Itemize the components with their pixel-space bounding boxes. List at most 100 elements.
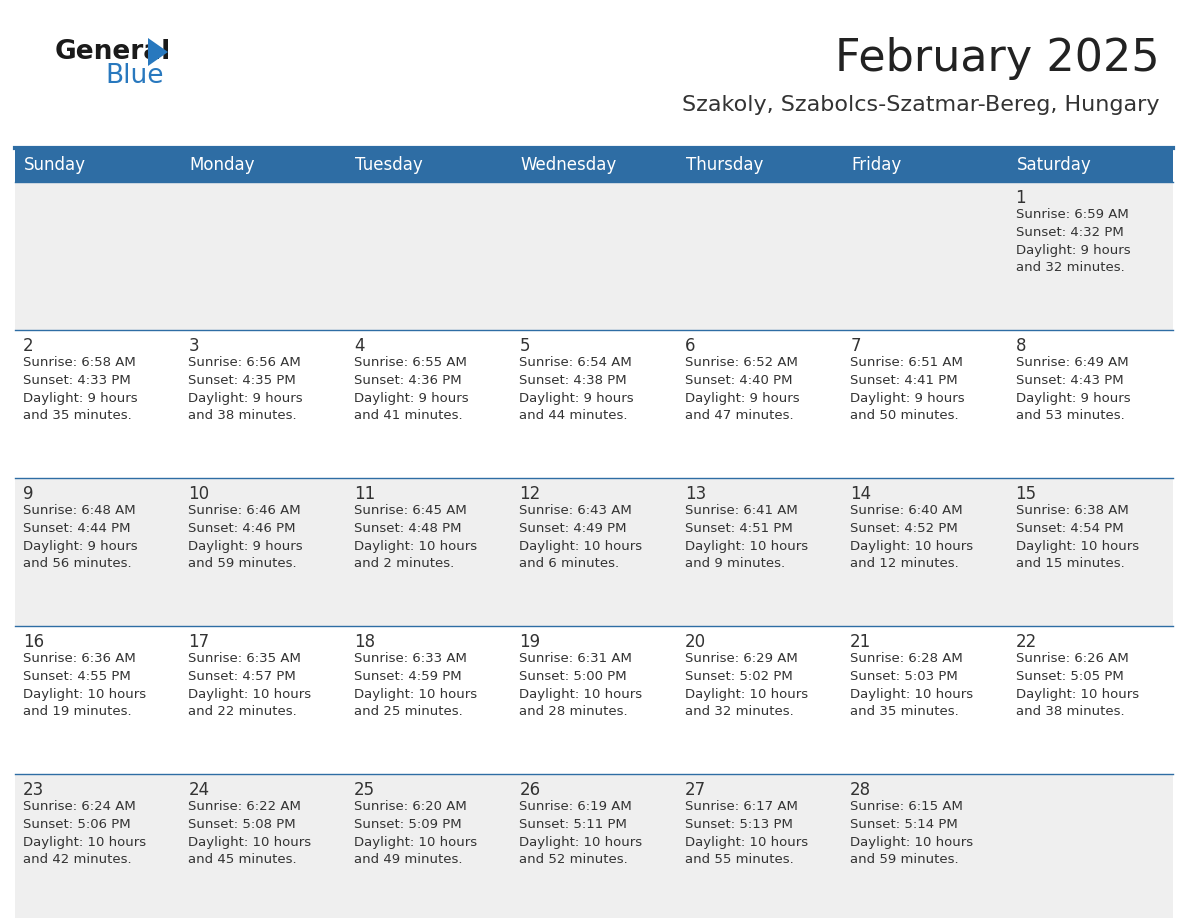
Text: and 55 minutes.: and 55 minutes. <box>684 853 794 866</box>
Bar <box>1007 626 1173 774</box>
Text: 19: 19 <box>519 633 541 651</box>
Bar <box>15 148 1173 182</box>
Text: and 2 minutes.: and 2 minutes. <box>354 557 454 570</box>
Text: Daylight: 10 hours: Daylight: 10 hours <box>684 688 808 701</box>
Text: 12: 12 <box>519 485 541 503</box>
Text: Sunset: 4:49 PM: Sunset: 4:49 PM <box>519 522 627 535</box>
Text: Daylight: 10 hours: Daylight: 10 hours <box>851 688 973 701</box>
Text: Blue: Blue <box>105 63 164 89</box>
Text: Daylight: 10 hours: Daylight: 10 hours <box>684 540 808 553</box>
Bar <box>15 182 181 330</box>
Text: Sunset: 4:51 PM: Sunset: 4:51 PM <box>684 522 792 535</box>
Text: Sunrise: 6:41 AM: Sunrise: 6:41 AM <box>684 504 797 517</box>
Text: and 47 minutes.: and 47 minutes. <box>684 409 794 422</box>
Bar <box>677 330 842 478</box>
Text: and 59 minutes.: and 59 minutes. <box>851 853 959 866</box>
Text: Sunset: 5:05 PM: Sunset: 5:05 PM <box>1016 670 1124 683</box>
Text: Sunset: 5:13 PM: Sunset: 5:13 PM <box>684 818 792 831</box>
Text: 5: 5 <box>519 337 530 355</box>
Text: 14: 14 <box>851 485 871 503</box>
Text: Sunrise: 6:17 AM: Sunrise: 6:17 AM <box>684 800 797 813</box>
Bar <box>511 626 677 774</box>
Text: and 28 minutes.: and 28 minutes. <box>519 705 628 718</box>
Text: Sunset: 4:52 PM: Sunset: 4:52 PM <box>851 522 958 535</box>
Text: Daylight: 10 hours: Daylight: 10 hours <box>851 540 973 553</box>
Text: Sunset: 4:33 PM: Sunset: 4:33 PM <box>23 374 131 387</box>
Text: and 59 minutes.: and 59 minutes. <box>189 557 297 570</box>
Text: Thursday: Thursday <box>685 156 763 174</box>
Bar <box>1007 478 1173 626</box>
Text: 23: 23 <box>23 781 44 799</box>
Text: 28: 28 <box>851 781 871 799</box>
Text: 2: 2 <box>23 337 33 355</box>
Text: and 35 minutes.: and 35 minutes. <box>851 705 959 718</box>
Text: Sunset: 5:11 PM: Sunset: 5:11 PM <box>519 818 627 831</box>
Bar <box>677 182 842 330</box>
Text: and 19 minutes.: and 19 minutes. <box>23 705 132 718</box>
Text: Sunrise: 6:48 AM: Sunrise: 6:48 AM <box>23 504 135 517</box>
Text: 3: 3 <box>189 337 200 355</box>
Text: Sunset: 4:41 PM: Sunset: 4:41 PM <box>851 374 958 387</box>
Text: Daylight: 10 hours: Daylight: 10 hours <box>354 540 478 553</box>
Text: Sunday: Sunday <box>24 156 86 174</box>
Text: Daylight: 10 hours: Daylight: 10 hours <box>684 836 808 849</box>
Text: 24: 24 <box>189 781 209 799</box>
Text: Daylight: 10 hours: Daylight: 10 hours <box>1016 688 1138 701</box>
Bar <box>346 478 511 626</box>
Text: Daylight: 10 hours: Daylight: 10 hours <box>519 836 643 849</box>
Text: Daylight: 10 hours: Daylight: 10 hours <box>1016 540 1138 553</box>
Text: Sunset: 5:08 PM: Sunset: 5:08 PM <box>189 818 296 831</box>
Text: Sunrise: 6:59 AM: Sunrise: 6:59 AM <box>1016 208 1129 221</box>
Text: Sunset: 4:32 PM: Sunset: 4:32 PM <box>1016 226 1124 239</box>
Text: and 38 minutes.: and 38 minutes. <box>189 409 297 422</box>
Bar <box>1007 182 1173 330</box>
Bar <box>842 182 1007 330</box>
Text: Sunrise: 6:15 AM: Sunrise: 6:15 AM <box>851 800 963 813</box>
Text: Sunrise: 6:58 AM: Sunrise: 6:58 AM <box>23 356 135 369</box>
Text: February 2025: February 2025 <box>835 37 1159 80</box>
Text: Sunset: 5:09 PM: Sunset: 5:09 PM <box>354 818 461 831</box>
Text: Daylight: 10 hours: Daylight: 10 hours <box>23 836 146 849</box>
Text: Sunrise: 6:40 AM: Sunrise: 6:40 AM <box>851 504 962 517</box>
Bar <box>842 478 1007 626</box>
Text: and 22 minutes.: and 22 minutes. <box>189 705 297 718</box>
Bar <box>15 626 181 774</box>
Text: Sunset: 4:57 PM: Sunset: 4:57 PM <box>189 670 296 683</box>
Text: 21: 21 <box>851 633 871 651</box>
Bar <box>842 774 1007 918</box>
Text: Sunset: 5:02 PM: Sunset: 5:02 PM <box>684 670 792 683</box>
Text: 8: 8 <box>1016 337 1026 355</box>
Text: Sunrise: 6:56 AM: Sunrise: 6:56 AM <box>189 356 302 369</box>
Text: Sunset: 4:54 PM: Sunset: 4:54 PM <box>1016 522 1123 535</box>
Text: Sunrise: 6:45 AM: Sunrise: 6:45 AM <box>354 504 467 517</box>
Bar <box>181 330 346 478</box>
Bar <box>1007 774 1173 918</box>
Text: and 44 minutes.: and 44 minutes. <box>519 409 627 422</box>
Text: Sunrise: 6:33 AM: Sunrise: 6:33 AM <box>354 652 467 665</box>
Bar <box>181 774 346 918</box>
Text: Tuesday: Tuesday <box>355 156 423 174</box>
Text: and 45 minutes.: and 45 minutes. <box>189 853 297 866</box>
Text: Sunset: 4:48 PM: Sunset: 4:48 PM <box>354 522 461 535</box>
Text: Daylight: 9 hours: Daylight: 9 hours <box>1016 244 1130 257</box>
Bar <box>511 774 677 918</box>
Text: Daylight: 9 hours: Daylight: 9 hours <box>23 540 138 553</box>
Bar <box>181 626 346 774</box>
Text: Daylight: 10 hours: Daylight: 10 hours <box>519 540 643 553</box>
Text: Daylight: 10 hours: Daylight: 10 hours <box>189 836 311 849</box>
Text: Sunrise: 6:24 AM: Sunrise: 6:24 AM <box>23 800 135 813</box>
Bar <box>511 330 677 478</box>
Bar <box>15 330 181 478</box>
Text: 25: 25 <box>354 781 375 799</box>
Text: Daylight: 9 hours: Daylight: 9 hours <box>1016 392 1130 405</box>
Text: Sunrise: 6:19 AM: Sunrise: 6:19 AM <box>519 800 632 813</box>
Text: and 41 minutes.: and 41 minutes. <box>354 409 462 422</box>
Text: 16: 16 <box>23 633 44 651</box>
Bar <box>181 478 346 626</box>
Text: Daylight: 9 hours: Daylight: 9 hours <box>189 540 303 553</box>
Text: Sunrise: 6:20 AM: Sunrise: 6:20 AM <box>354 800 467 813</box>
Text: 1: 1 <box>1016 189 1026 207</box>
Text: and 9 minutes.: and 9 minutes. <box>684 557 785 570</box>
Text: Daylight: 10 hours: Daylight: 10 hours <box>519 688 643 701</box>
Text: and 38 minutes.: and 38 minutes. <box>1016 705 1124 718</box>
